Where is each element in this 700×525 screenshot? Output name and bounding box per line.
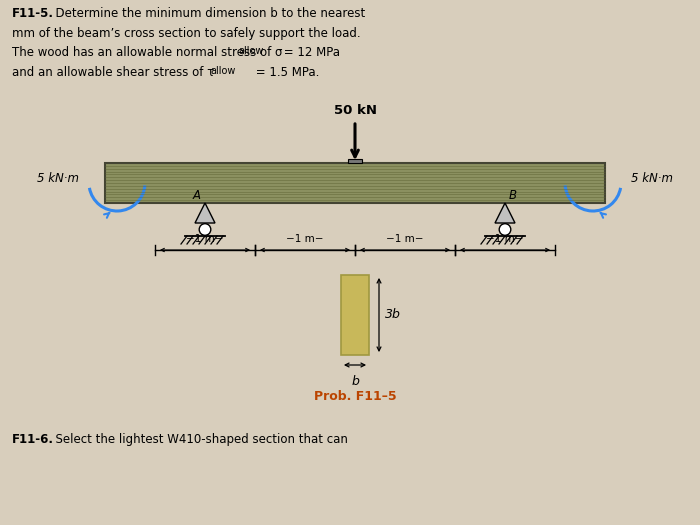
Text: = 12 MPa: = 12 MPa — [280, 46, 340, 59]
Text: = 1.5 MPa.: = 1.5 MPa. — [252, 66, 319, 79]
Text: 3b: 3b — [385, 309, 401, 321]
Text: Select the lightest W410-shaped section that can: Select the lightest W410-shaped section … — [48, 433, 348, 446]
Text: F11-6.: F11-6. — [12, 433, 54, 446]
Text: −1 m−: −1 m− — [286, 234, 323, 244]
Text: 5 kN·m: 5 kN·m — [37, 172, 79, 184]
Text: Determine the minimum dimension b to the nearest: Determine the minimum dimension b to the… — [48, 7, 365, 20]
Bar — [105, 163, 605, 203]
Text: −1 m−: −1 m− — [486, 234, 524, 244]
Polygon shape — [195, 203, 215, 223]
Text: A: A — [193, 189, 201, 202]
Text: B: B — [509, 189, 517, 202]
Bar — [348, 159, 362, 163]
Text: and an allowable shear stress of τ: and an allowable shear stress of τ — [12, 66, 214, 79]
Text: −1 m−: −1 m− — [386, 234, 424, 244]
Text: The wood has an allowable normal stress of σ: The wood has an allowable normal stress … — [12, 46, 282, 59]
Circle shape — [199, 224, 211, 235]
Text: allow: allow — [238, 46, 263, 56]
Text: b: b — [351, 375, 359, 388]
Text: 5 kN·m: 5 kN·m — [631, 172, 673, 184]
Text: mm of the beam’s cross section to safely support the load.: mm of the beam’s cross section to safely… — [12, 26, 360, 39]
Text: −1 m−: −1 m− — [186, 234, 224, 244]
Text: F11-5.: F11-5. — [12, 7, 54, 20]
Bar — [341, 275, 369, 355]
Polygon shape — [495, 203, 515, 223]
Text: 50 kN: 50 kN — [333, 104, 377, 117]
Text: allow: allow — [210, 66, 235, 76]
Circle shape — [499, 224, 511, 235]
Text: Prob. F11–5: Prob. F11–5 — [314, 391, 396, 404]
